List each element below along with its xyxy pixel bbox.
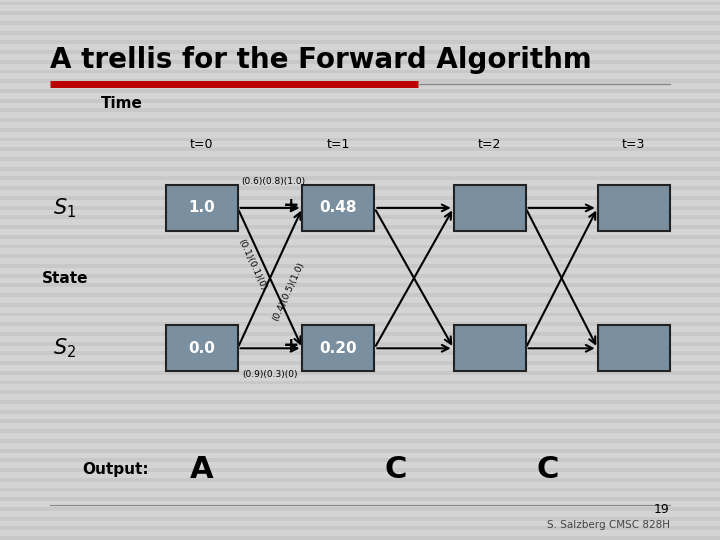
Text: (0.1)(0.1)(0): (0.1)(0.1)(0) — [236, 238, 268, 292]
Text: +: + — [284, 195, 300, 215]
Bar — [0, 118, 720, 122]
Bar — [0, 99, 720, 103]
Bar — [0, 352, 720, 355]
Bar — [0, 458, 720, 462]
Text: C: C — [536, 455, 559, 484]
Text: Output:: Output: — [82, 462, 148, 477]
Text: (0.4)(0.5)(1.0): (0.4)(0.5)(1.0) — [271, 261, 305, 322]
Text: A trellis for the Forward Algorithm: A trellis for the Forward Algorithm — [50, 46, 592, 74]
Bar — [0, 225, 720, 229]
Text: $S_2$: $S_2$ — [53, 336, 76, 360]
Text: +: + — [284, 336, 300, 355]
Bar — [0, 488, 720, 491]
Text: S. Salzberg CMSC 828H: S. Salzberg CMSC 828H — [546, 520, 670, 530]
FancyBboxPatch shape — [302, 185, 374, 231]
Bar — [0, 390, 720, 394]
Text: Time: Time — [101, 96, 143, 111]
Bar — [0, 313, 720, 316]
Bar — [0, 21, 720, 25]
Bar — [0, 507, 720, 511]
Bar — [0, 138, 720, 141]
Bar — [0, 264, 720, 268]
Text: 0.20: 0.20 — [320, 341, 357, 356]
FancyBboxPatch shape — [454, 185, 526, 231]
Bar — [0, 478, 720, 482]
Bar — [0, 497, 720, 501]
Bar — [0, 342, 720, 346]
Bar — [0, 371, 720, 375]
Bar — [0, 449, 720, 453]
Text: A: A — [190, 455, 213, 484]
Bar — [0, 400, 720, 404]
Bar — [0, 196, 720, 200]
Bar — [0, 157, 720, 161]
Bar — [0, 420, 720, 423]
FancyBboxPatch shape — [166, 185, 238, 231]
Text: (0.9)(0.3)(0): (0.9)(0.3)(0) — [242, 370, 298, 379]
Bar — [0, 254, 720, 258]
Bar — [0, 526, 720, 530]
Bar — [0, 206, 720, 210]
Text: t=2: t=2 — [478, 138, 501, 151]
Text: t=0: t=0 — [190, 138, 213, 151]
Bar — [0, 167, 720, 171]
Text: t=3: t=3 — [622, 138, 645, 151]
Bar — [0, 410, 720, 414]
Bar — [0, 89, 720, 93]
Text: (0.6)(0.8)(1.0): (0.6)(0.8)(1.0) — [241, 177, 306, 186]
Bar — [0, 361, 720, 365]
Bar — [0, 60, 720, 64]
Bar — [0, 11, 720, 15]
FancyBboxPatch shape — [302, 325, 374, 372]
Bar — [0, 50, 720, 54]
Bar — [0, 177, 720, 180]
FancyBboxPatch shape — [598, 325, 670, 372]
Bar — [0, 429, 720, 433]
Bar — [0, 381, 720, 384]
Bar — [0, 303, 720, 307]
Bar — [0, 79, 720, 83]
Text: State: State — [42, 271, 88, 286]
Bar — [0, 245, 720, 248]
Bar — [0, 536, 720, 540]
Text: $S_1$: $S_1$ — [53, 196, 76, 220]
Bar — [0, 235, 720, 239]
Bar — [0, 40, 720, 44]
Bar — [0, 322, 720, 326]
Text: 1.0: 1.0 — [188, 200, 215, 215]
Bar — [0, 215, 720, 219]
Bar — [0, 70, 720, 73]
Text: C: C — [384, 455, 408, 484]
Bar — [0, 31, 720, 35]
Bar — [0, 2, 720, 5]
Text: 0.0: 0.0 — [188, 341, 215, 356]
Text: 19: 19 — [654, 503, 670, 516]
Bar — [0, 186, 720, 190]
Text: t=1: t=1 — [327, 138, 350, 151]
FancyBboxPatch shape — [454, 325, 526, 372]
Bar — [0, 274, 720, 278]
Bar — [0, 109, 720, 112]
Bar — [0, 468, 720, 472]
Bar — [0, 284, 720, 287]
FancyBboxPatch shape — [166, 325, 238, 372]
FancyBboxPatch shape — [598, 185, 670, 231]
Bar — [0, 147, 720, 151]
Bar — [0, 128, 720, 132]
Bar — [0, 293, 720, 297]
Text: 0.48: 0.48 — [320, 200, 357, 215]
Bar — [0, 332, 720, 336]
Bar — [0, 517, 720, 521]
Bar — [0, 439, 720, 443]
